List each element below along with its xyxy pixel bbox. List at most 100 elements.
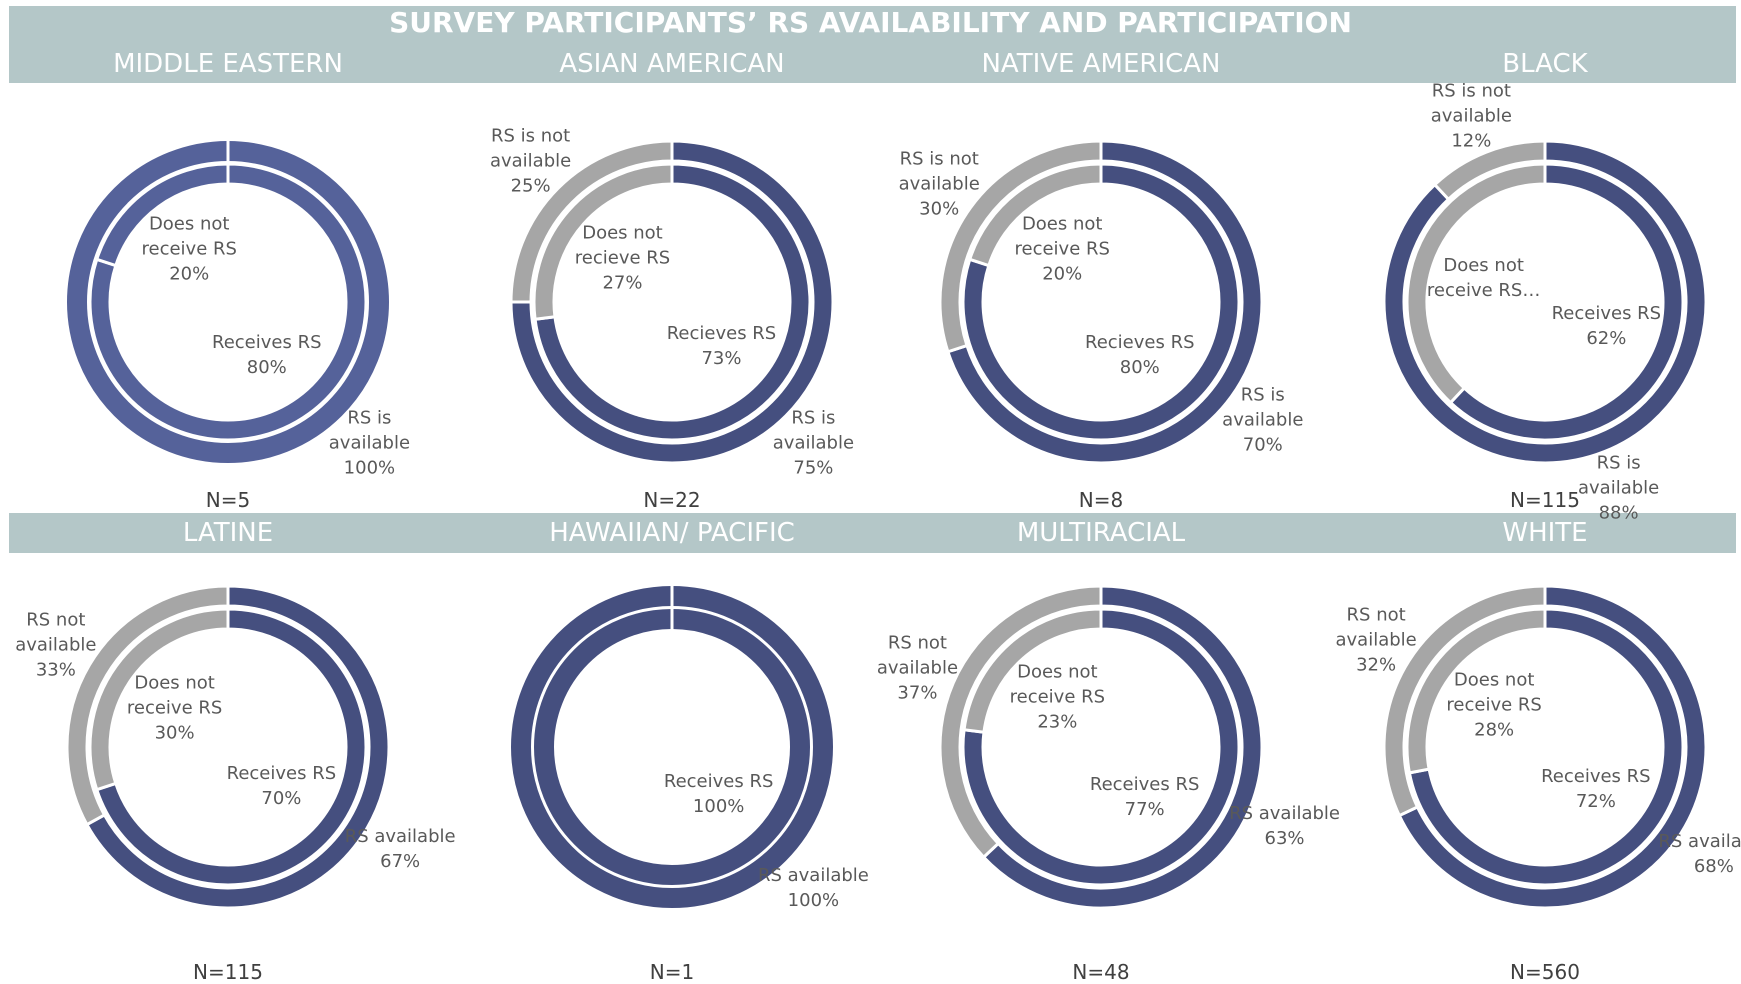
- label-value: 30%: [919, 198, 960, 220]
- label-value: 37%: [897, 682, 938, 704]
- label-name: RS available: [1229, 803, 1340, 825]
- ring-segment: [88, 607, 230, 792]
- label-value: 25%: [510, 175, 551, 197]
- sample-size: N=48: [1072, 960, 1130, 984]
- sample-size: N=22: [643, 488, 701, 512]
- label-value: 68%: [1693, 856, 1734, 878]
- label-value: 80%: [246, 357, 287, 379]
- chart-title: MULTIRACIAL: [1016, 518, 1186, 548]
- data-label: RS not available 37%: [857, 630, 977, 705]
- ring-segment: [1407, 607, 1685, 887]
- label-name: Receives RS: [226, 762, 337, 784]
- label-value: 23%: [1037, 711, 1078, 733]
- label-value: 28%: [1474, 719, 1515, 741]
- ring-segment: [962, 607, 1103, 734]
- chart-title: LATINE: [182, 518, 274, 548]
- data-label: RS available 67%: [340, 824, 460, 874]
- ring-segment: [1405, 162, 1547, 405]
- header-band: [9, 6, 1736, 83]
- data-label: Does not receive RS 20%: [1002, 211, 1122, 286]
- chart-title: HAWAIIAN/ PACIFIC: [549, 518, 795, 548]
- ring-segment: [961, 162, 1241, 442]
- header-band: [9, 513, 1736, 553]
- data-label: Does not receive RS 20%: [129, 211, 249, 286]
- ring-segment: [967, 162, 1103, 268]
- ring-segment: [94, 607, 368, 887]
- chart-title: NATIVE AMERICAN: [981, 49, 1221, 79]
- data-label: Does not recieve RS 27%: [562, 221, 682, 296]
- ring-segment: [65, 584, 230, 827]
- label-name: RS is not available: [1430, 80, 1512, 127]
- ring-segment: [84, 584, 391, 910]
- data-label: Receives RS 80%: [207, 330, 327, 380]
- data-label: Does not receive RS…: [1424, 253, 1544, 303]
- label-value: 100%: [692, 795, 745, 817]
- label-name: Does not recieve RS: [574, 222, 671, 269]
- sample-size: N=560: [1510, 960, 1580, 984]
- data-label: RS not available 33%: [0, 608, 116, 683]
- data-label: Recieves RS 80%: [1080, 330, 1200, 380]
- ring-segment: [961, 607, 1241, 887]
- data-label: RS is not available 12%: [1411, 79, 1531, 154]
- data-label: RS is not available 30%: [879, 147, 999, 222]
- data-label: Does not receive RS 23%: [997, 660, 1117, 735]
- data-label: Does not receive RS 28%: [1434, 667, 1554, 742]
- label-value: 70%: [261, 787, 302, 809]
- label-name: Does not receive RS: [141, 213, 237, 260]
- ring-segment: [88, 162, 368, 442]
- label-value: 77%: [1124, 798, 1165, 820]
- chart-title: ASIAN AMERICAN: [559, 49, 785, 79]
- label-value: 62%: [1586, 328, 1627, 350]
- label-name: Receives RS: [1541, 766, 1651, 788]
- label-name: RS available: [757, 865, 869, 887]
- ring-segment: [94, 162, 230, 268]
- data-label: RS available 63%: [1225, 801, 1345, 851]
- label-value: 27%: [602, 272, 643, 294]
- label-value: 72%: [1575, 791, 1616, 813]
- data-label: Receives RS 100%: [659, 769, 779, 819]
- ring-segment: [533, 162, 812, 442]
- label-name: Recieves RS: [1085, 332, 1195, 354]
- ring-segment: [532, 162, 674, 321]
- ring-segment: [938, 584, 1103, 860]
- label-value: 12%: [1451, 130, 1492, 152]
- label-value: 88%: [1598, 502, 1639, 524]
- label-value: 73%: [701, 347, 742, 369]
- label-name: Receives RS: [1551, 303, 1662, 325]
- label-value: 75%: [793, 457, 834, 479]
- ring-segment: [938, 139, 1103, 354]
- label-name: Does not receive RS: [1009, 661, 1106, 708]
- sample-size: N=5: [205, 488, 251, 512]
- data-label: Recieves RS 73%: [662, 321, 782, 371]
- data-label: RS available 68%: [1654, 829, 1741, 879]
- data-label: RS is available 75%: [753, 406, 873, 481]
- ring-segment: [1432, 139, 1547, 202]
- label-name: RS not available: [15, 609, 97, 656]
- label-name: Does not receive RS…: [1426, 254, 1541, 301]
- data-label: Does not receive RS 30%: [115, 671, 235, 746]
- chart-title: BLACK: [1502, 49, 1588, 79]
- label-value: 67%: [380, 850, 421, 872]
- sample-size: N=8: [1078, 488, 1124, 512]
- label-value: 33%: [35, 659, 76, 681]
- label-name: RS is available: [1577, 452, 1660, 499]
- label-name: RS available: [1658, 831, 1741, 853]
- label-name: Receives RS: [1089, 773, 1200, 795]
- label-name: Receives RS: [212, 332, 322, 354]
- label-name: RS is available: [1222, 384, 1304, 431]
- label-name: RS not available: [1335, 604, 1417, 651]
- ring-segment: [1382, 584, 1547, 818]
- sample-size: N=115: [1510, 488, 1580, 512]
- label-value: 70%: [1242, 434, 1283, 456]
- label-name: Does not receive RS: [1446, 669, 1542, 716]
- data-label: RS is not available 25%: [471, 123, 591, 198]
- label-value: 63%: [1264, 828, 1305, 850]
- label-value: 32%: [1356, 654, 1397, 676]
- ring-segment: [1397, 584, 1708, 910]
- label-value: 20%: [169, 263, 210, 285]
- data-label: Receives RS 62%: [1546, 301, 1666, 351]
- ring-segment: [534, 609, 810, 885]
- ring-segment: [509, 139, 674, 304]
- label-name: RS available: [344, 825, 456, 847]
